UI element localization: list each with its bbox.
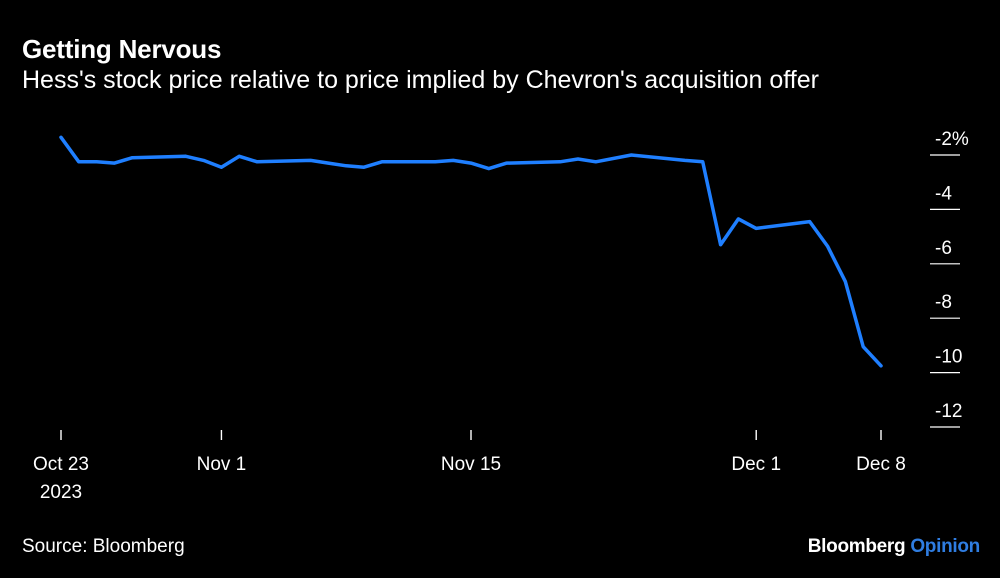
y-axis: -2% -4 -6 -8 -10 -12 [930, 129, 969, 428]
y-tick-label: -12 [935, 401, 962, 422]
chart-subtitle: Hess's stock price relative to price imp… [22, 66, 819, 94]
y-tick-label: -2% [935, 129, 969, 150]
brand-logo: Bloomberg Opinion [807, 536, 981, 558]
y-tick-label: -6 [935, 238, 952, 259]
x-tick-label: Oct 23 [33, 454, 89, 475]
chart-title: Getting Nervous [22, 34, 222, 64]
x-axis: Oct 23 2023 Nov 1 Nov 15 Dec 1 Dec 8 [33, 430, 906, 503]
y-tick-label: -8 [935, 292, 952, 313]
series-line-0 [59, 135, 883, 368]
x-tick-label: Nov 15 [441, 454, 501, 475]
series-layer [59, 135, 883, 368]
x-tick-sublabel: 2023 [40, 482, 82, 503]
y-tick-label: -4 [935, 183, 952, 204]
x-tick-label: Dec 8 [856, 454, 906, 475]
y-tick-label: -10 [935, 347, 962, 368]
source-note: Source: Bloomberg [22, 536, 185, 557]
x-tick-label: Dec 1 [731, 454, 781, 475]
brand-sub: Opinion [910, 536, 980, 557]
brand-name: Bloomberg [807, 536, 906, 557]
x-tick-label: Nov 1 [197, 454, 247, 475]
